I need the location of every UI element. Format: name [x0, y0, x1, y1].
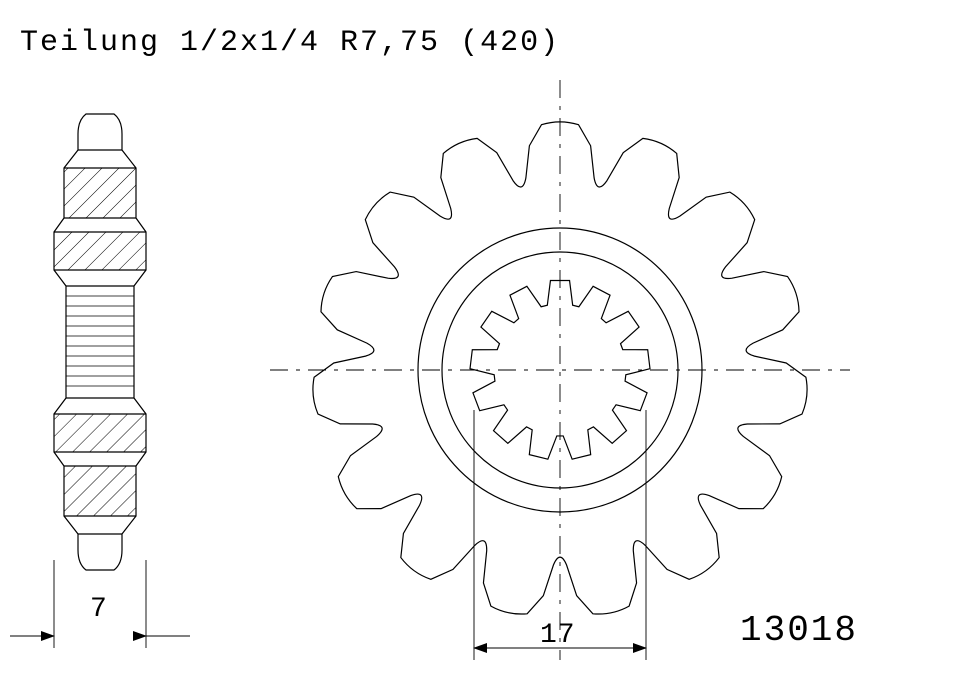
drawing-svg: [0, 0, 960, 678]
side-view: [10, 114, 190, 648]
drawing-canvas: Teilung 1/2x1/4 R7,75 (420) 13018 7 17: [0, 0, 960, 678]
front-view: [270, 80, 850, 660]
